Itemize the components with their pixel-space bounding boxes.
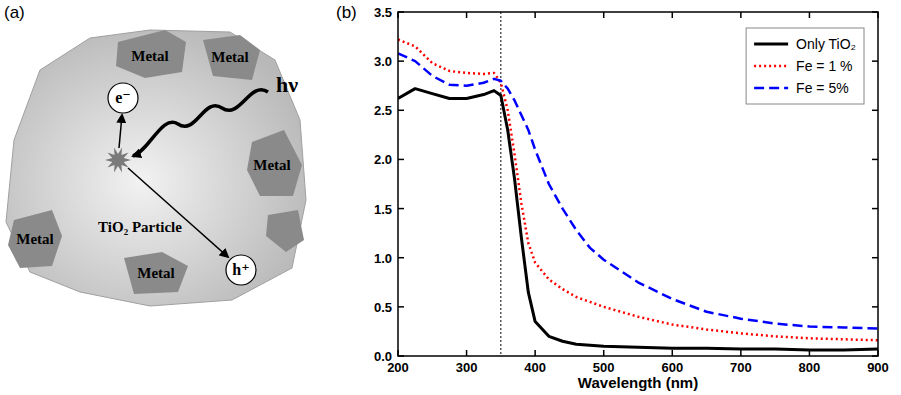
- x-axis-title: Wavelength (nm): [578, 374, 698, 391]
- y-tick: [872, 159, 878, 161]
- panel-label: (a): [4, 3, 25, 22]
- metal-particle: [203, 35, 260, 80]
- hole-label: h⁺: [232, 261, 249, 278]
- y-tick: [398, 110, 404, 112]
- panel-a: Metal Metal Metal Metal Metal e⁻ h⁺ hν TiO₂ Part…: [4, 3, 306, 306]
- x-tick-label: 700: [730, 360, 752, 375]
- metal-label: Metal: [137, 265, 174, 281]
- panel-label: (b): [336, 3, 357, 22]
- x-tick: [672, 12, 674, 18]
- electron-circle: [108, 83, 138, 113]
- x-tick-label: 800: [799, 360, 821, 375]
- y-tick-label: 1.5: [374, 202, 392, 217]
- y-tick: [872, 257, 878, 259]
- metal-particle: [116, 30, 186, 78]
- x-tick-label: 500: [593, 360, 615, 375]
- tio2-particle: [6, 30, 306, 306]
- x-tick: [534, 350, 536, 356]
- metal-particle: [247, 130, 302, 196]
- metal-label: Metal: [253, 157, 290, 173]
- metal-particle: [8, 210, 62, 268]
- y-tick: [398, 257, 404, 259]
- x-tick: [740, 350, 742, 356]
- y-tick: [398, 208, 404, 210]
- y-tick-label: 3.5: [374, 5, 392, 20]
- x-tick: [672, 350, 674, 356]
- y-tick: [872, 110, 878, 112]
- x-tick: [534, 12, 536, 18]
- electron-label: e⁻: [115, 89, 131, 106]
- legend-swatch: [754, 65, 788, 68]
- legend-swatch: [754, 87, 788, 90]
- y-tick-label: 3.0: [374, 54, 392, 69]
- photon-label: hν: [276, 72, 298, 97]
- metal-particle: [124, 252, 188, 294]
- x-tick: [809, 12, 811, 18]
- legend-label: Fe = 1 %: [796, 58, 852, 74]
- y-tick: [398, 159, 404, 161]
- y-tick-label: 2.0: [374, 152, 392, 167]
- y-tick: [398, 60, 404, 62]
- panel-b: (b)2003004005006007008009000.00.51.01.52…: [336, 3, 889, 391]
- x-tick-label: 400: [524, 360, 546, 375]
- x-tick-label: 900: [867, 360, 889, 375]
- y-tick-label: 0.5: [374, 300, 392, 315]
- particle-label: TiO₂ Particle: [98, 219, 182, 235]
- y-tick: [398, 306, 404, 308]
- reference-line: [500, 12, 501, 356]
- x-tick-label: 300: [456, 360, 478, 375]
- series-line: [398, 53, 878, 328]
- series-line: [398, 40, 878, 341]
- series-line: [398, 89, 878, 350]
- x-tick: [466, 350, 468, 356]
- x-tick: [466, 12, 468, 18]
- metal-label: Metal: [16, 231, 53, 247]
- x-tick: [603, 350, 605, 356]
- x-tick-label: 600: [661, 360, 683, 375]
- plot-area: [398, 12, 878, 356]
- y-tick: [872, 60, 878, 62]
- x-tick: [740, 12, 742, 18]
- hole-circle: [226, 255, 256, 285]
- figure: Metal Metal Metal Metal Metal e⁻ h⁺ hν TiO₂ Part…: [0, 0, 901, 395]
- legend-box: [746, 28, 864, 104]
- legend-swatch: [754, 43, 788, 46]
- legend: Only TiO₂ Fe = 1 % Fe = 5%: [746, 28, 864, 104]
- metal-particle: [266, 210, 304, 252]
- y-tick: [872, 306, 878, 308]
- metal-label: Metal: [211, 49, 248, 65]
- y-tick: [872, 208, 878, 210]
- excitation-star: [105, 148, 131, 173]
- electron-arrow: [119, 115, 122, 148]
- legend-label: Only TiO₂: [796, 36, 856, 52]
- plot-frame: [398, 12, 878, 356]
- y-tick-label: 0.0: [374, 349, 392, 364]
- hole-arrow: [128, 168, 228, 257]
- y-tick-label: 1.0: [374, 251, 392, 266]
- legend-label: Fe = 5%: [796, 80, 849, 96]
- x-tick: [603, 12, 605, 18]
- photon-arrow: [133, 90, 268, 156]
- metal-label: Metal: [131, 48, 168, 64]
- y-tick-label: 2.5: [374, 103, 392, 118]
